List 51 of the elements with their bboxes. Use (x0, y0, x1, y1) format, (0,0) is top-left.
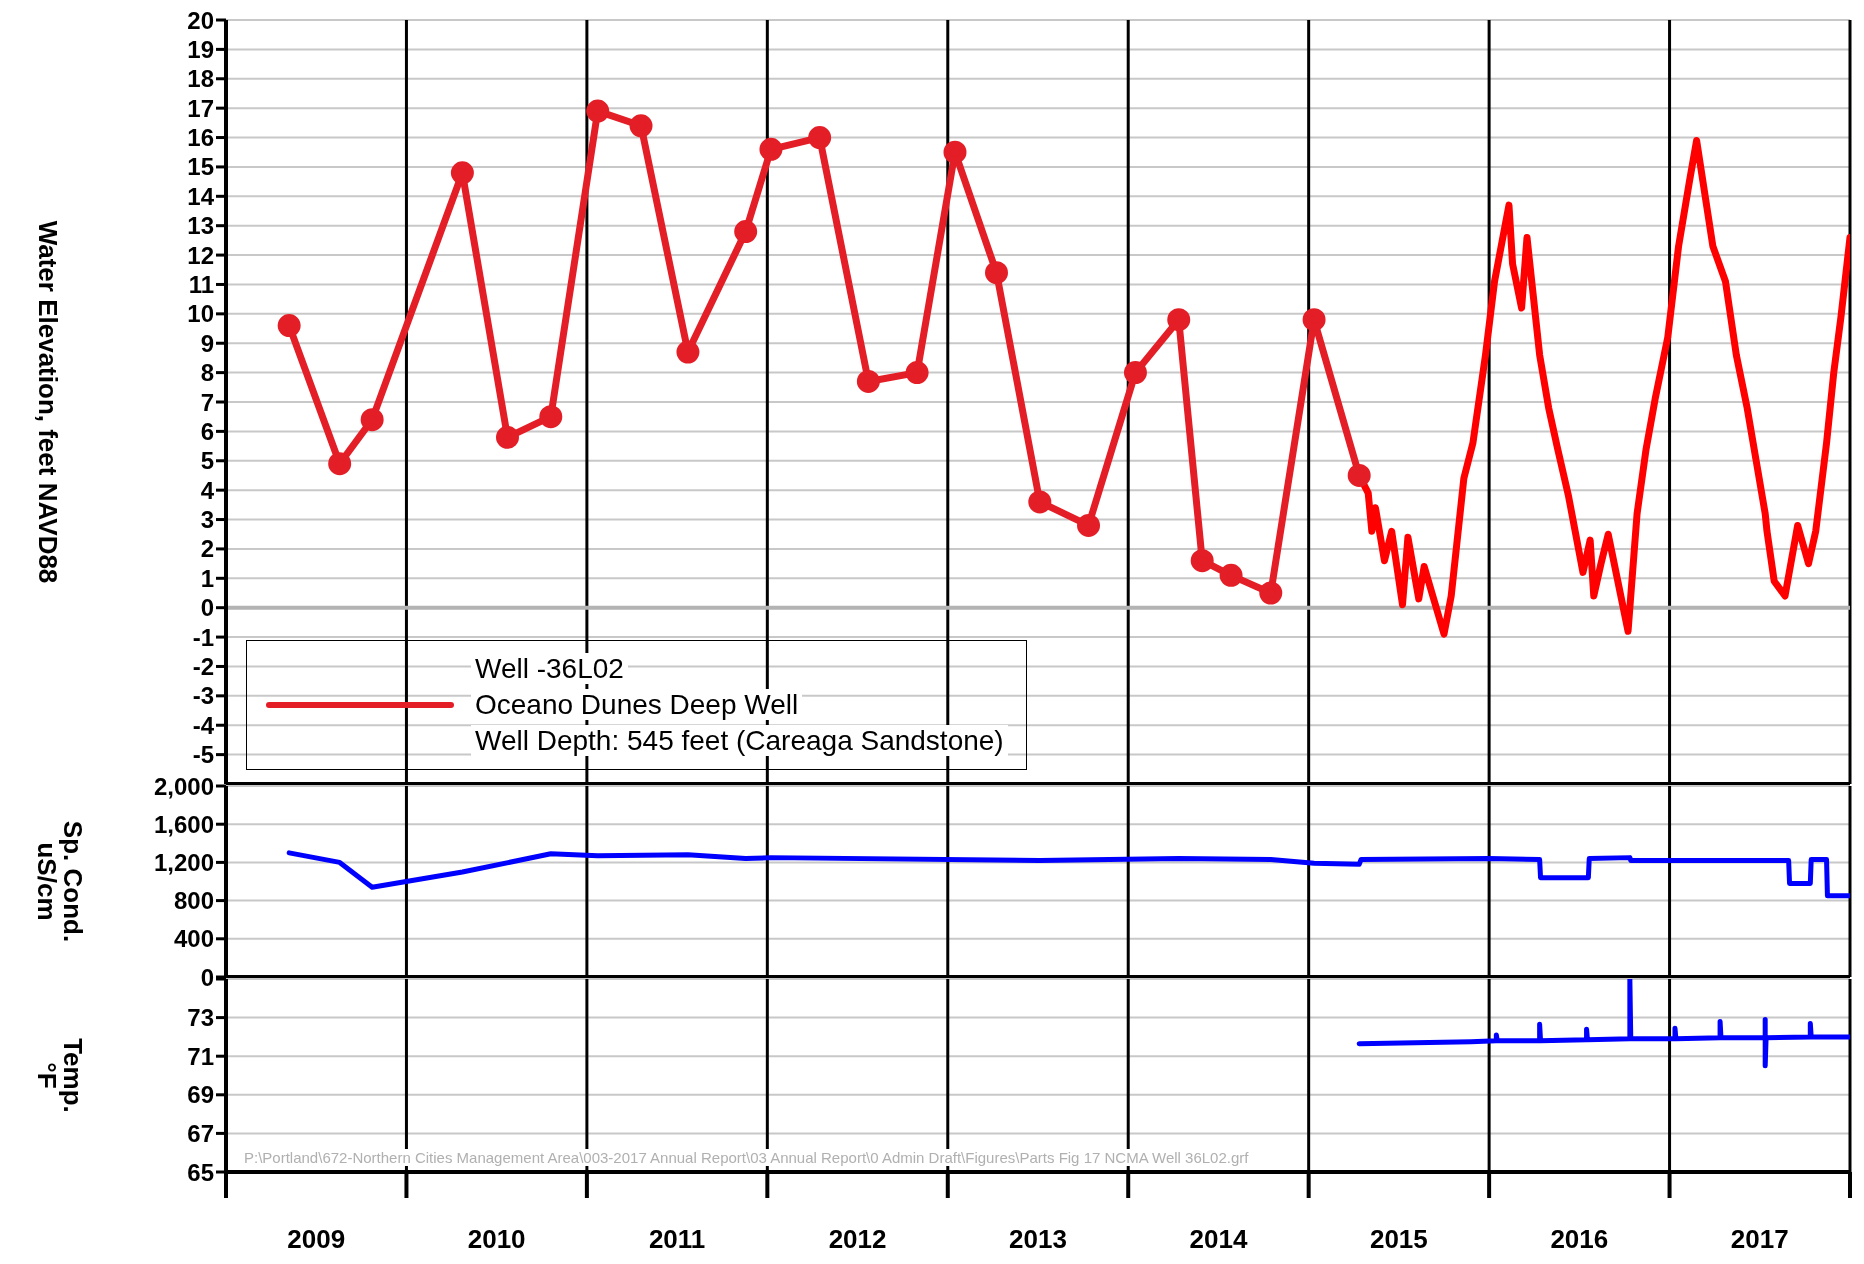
y-tick-label: 2 (200, 535, 214, 563)
y-tick-label: -1 (192, 623, 214, 651)
y-tick-label: 13 (187, 212, 214, 240)
y-tick-label: 10 (187, 300, 214, 328)
x-tick-label: 2011 (648, 1224, 706, 1254)
y-tick-label: 71 (187, 1042, 214, 1070)
y-axis-title: Temp. °F (32, 1038, 88, 1113)
y-tick-label: -2 (192, 652, 214, 680)
y-tick-label: 19 (187, 35, 214, 63)
y-tick-label: 4 (200, 476, 215, 504)
annotation: P:\Portland\672-Northern Cities Management Area\003-2017 Annual Report\03 Annual Report\0 Admin Draft\Figures\Parts Fig 17 NCMA Well 36L02.grf (244, 1149, 1249, 1166)
y-tick-label: 16 (187, 124, 214, 152)
y-tick-label: 1 (200, 564, 214, 592)
y-tick-label: -4 (192, 711, 215, 739)
y-tick-label: 1,600 (153, 810, 214, 838)
x-tick-label: 2017 (1730, 1224, 1789, 1254)
y-axis-title: Sp. Cond. uS/cm (32, 820, 88, 943)
y-tick-label: 7 (200, 388, 214, 416)
y-tick-label: 6 (200, 417, 214, 445)
y-tick-label: 65 (187, 1158, 214, 1186)
y-tick-label: 800 (173, 887, 214, 915)
x-tick-label: 2013 (1009, 1224, 1067, 1254)
y-tick-label: 15 (187, 153, 214, 181)
x-tick-label: 2015 (1369, 1224, 1428, 1254)
y-tick-label: 8 (200, 359, 214, 387)
y-tick-label: 5 (200, 447, 214, 475)
y-tick-label: 11 (188, 270, 214, 298)
y-tick-label: 14 (187, 182, 215, 210)
y-tick-label: 0 (200, 963, 214, 991)
text: Well -36L02 Oceano Dunes Deep Well Well Depth: 545 feet (Careaga Sandstone) (474, 653, 1005, 756)
y-tick-label: 3 (200, 506, 214, 534)
y-axis-title: Water Elevation, feet NAVD88 (33, 220, 63, 584)
y-tick-label: 12 (187, 241, 214, 269)
y-tick-label: 18 (187, 65, 214, 93)
y-tick-label: 69 (187, 1081, 214, 1109)
x-tick-label: 2010 (467, 1224, 526, 1254)
y-tick-label: -5 (192, 741, 214, 769)
y-tick-label: 1,200 (153, 848, 214, 876)
y-tick-label: -3 (192, 682, 214, 710)
x-tick-label: 2014 (1189, 1224, 1248, 1254)
x-tick-label: 2012 (828, 1224, 887, 1254)
y-tick-label: 73 (187, 1004, 214, 1032)
y-tick-label: 400 (173, 925, 214, 953)
x-tick-label: 2009 (287, 1224, 346, 1254)
y-tick-label: 67 (187, 1119, 214, 1147)
y-tick-label: 20 (187, 6, 214, 34)
y-tick-label: 17 (187, 94, 214, 122)
x-tick-label: 2016 (1550, 1224, 1609, 1254)
y-tick-label: 2,000 (153, 772, 214, 800)
y-tick-label: 9 (200, 329, 214, 357)
y-tick-label: 0 (200, 594, 214, 622)
